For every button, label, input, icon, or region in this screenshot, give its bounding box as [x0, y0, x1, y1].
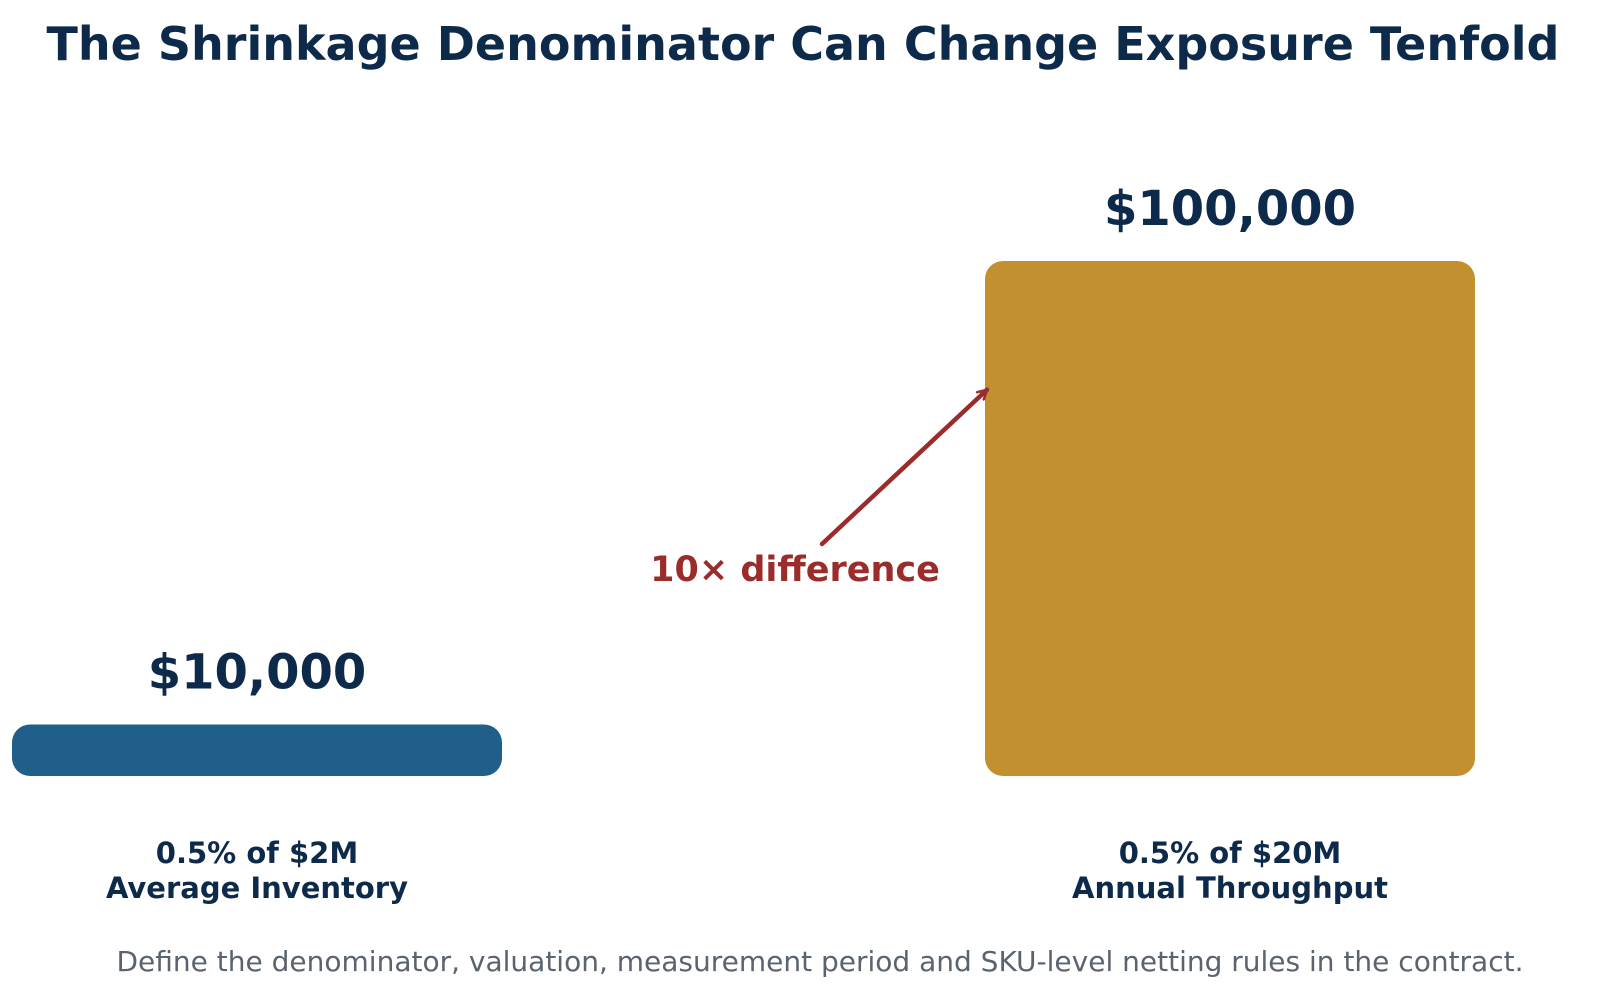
category-label-2-line1: 0.5% of $20M — [1119, 836, 1342, 870]
bars-group — [12, 261, 1475, 776]
category-label-1-line2: Average Inventory — [106, 871, 408, 905]
value-labels-group: $10,000 $100,000 — [148, 181, 1356, 701]
bar-1 — [12, 724, 502, 776]
difference-annotation: 10× difference — [650, 550, 940, 590]
bar-2 — [985, 261, 1475, 776]
category-label-2-line2: Annual Throughput — [1072, 871, 1388, 905]
difference-arrow — [819, 387, 990, 547]
bar-value-label-1: $10,000 — [148, 645, 367, 701]
bar-value-label-2: $100,000 — [1104, 181, 1356, 237]
category-label-1-line1: 0.5% of $2M — [156, 836, 358, 870]
chart-title: The Shrinkage Denominator Can Change Exp… — [47, 17, 1560, 71]
footnote: Define the denominator, valuation, measu… — [117, 945, 1524, 978]
